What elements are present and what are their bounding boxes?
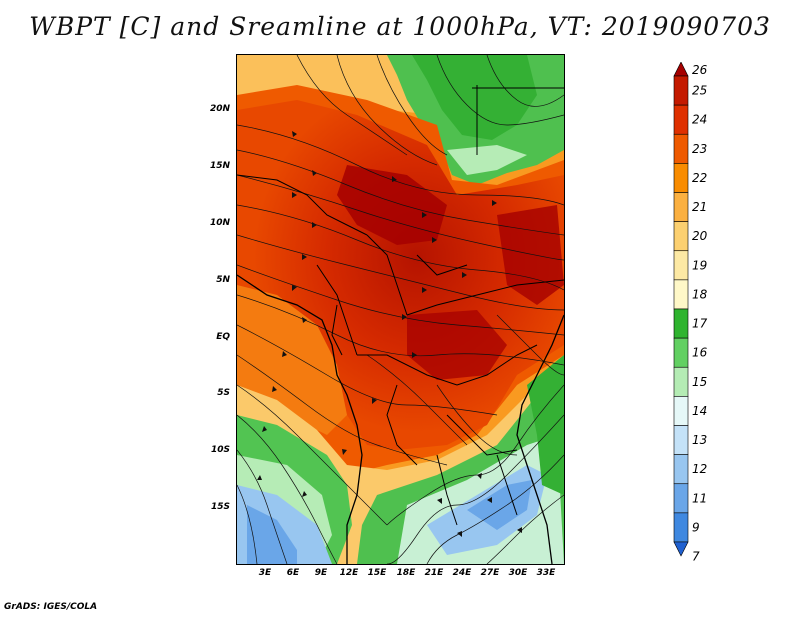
- lon-label-9e: 9E: [314, 568, 328, 578]
- field-se-coast-green: [527, 355, 564, 495]
- field-sw-blue-dark: [247, 505, 297, 564]
- colorbar-swatch: [673, 454, 689, 485]
- map-panel: [236, 54, 565, 565]
- colorbar-swatch: [673, 133, 689, 164]
- lat-label-eq: EQ: [216, 332, 230, 342]
- colorbar-swatch: [673, 75, 689, 106]
- colorbar-swatch: [673, 104, 689, 135]
- colorbar-label: 11: [692, 491, 707, 505]
- colorbar-label: 25: [692, 84, 707, 98]
- colorbar-swatch: [673, 483, 689, 514]
- streamline-arrows: [257, 131, 522, 537]
- field-core-3: [407, 310, 507, 380]
- colorbar-swatch: [673, 163, 689, 193]
- colorbar-label: 21: [692, 200, 707, 214]
- colorbar-label: 14: [692, 404, 707, 418]
- lat-label-5s: 5S: [217, 388, 230, 398]
- colorbar-swatch: [673, 425, 689, 455]
- colorbar-swatch: [673, 192, 689, 222]
- lon-label-24e: 24E: [452, 568, 472, 578]
- lon-label-6e: 6E: [286, 568, 300, 578]
- colorbar-swatch: [673, 541, 689, 557]
- colorbar-label: 22: [692, 171, 707, 185]
- colorbar-label: 15: [692, 375, 707, 389]
- colorbar-label: 7: [692, 550, 700, 562]
- figure-title: WBPT [C] and Sreamline at 1000hPa, VT: 2…: [29, 12, 771, 41]
- field-se-blue-dark: [467, 480, 532, 530]
- lat-label-10s: 10S: [210, 445, 230, 455]
- lon-label-12e: 12E: [339, 568, 359, 578]
- colorbar-swatch: [673, 221, 689, 252]
- lat-label-20n: 20N: [209, 104, 230, 114]
- grads-credit: GrADS: IGES/COLA: [4, 602, 98, 612]
- field-ne-light: [447, 145, 527, 175]
- wbpt-field-map: [237, 55, 564, 564]
- colorbar-label: 23: [692, 142, 707, 156]
- lat-label-5n: 5N: [216, 275, 230, 285]
- lon-label-18e: 18E: [396, 568, 416, 578]
- field-ne-green-dark: [412, 55, 537, 140]
- colorbar-label: 17: [692, 317, 708, 331]
- field-core-1: [337, 165, 447, 245]
- colorbar-label: 9: [692, 520, 700, 534]
- country-borders: [237, 85, 564, 526]
- lon-label-15e: 15E: [367, 568, 387, 578]
- lon-label-21e: 21E: [424, 568, 444, 578]
- west-coastline: [237, 274, 363, 564]
- colorbar-swatch: [673, 62, 689, 77]
- colorbar-swatch: [673, 250, 689, 281]
- colorbar-svg: 26 25 24 23 22 21 20 19 18 17 16 15 14 13 12 11 9 7: [673, 62, 708, 562]
- colorbar-swatch: [673, 279, 689, 310]
- east-coastline: [516, 314, 564, 564]
- lon-label-33e: 33E: [536, 568, 556, 578]
- colorbar-swatch: [673, 396, 689, 426]
- lat-label-10n: 10N: [209, 218, 230, 228]
- colorbar-label: 18: [692, 287, 708, 301]
- colorbar-swatch: [673, 512, 689, 543]
- lat-label-15s: 15S: [210, 502, 230, 512]
- colorbar: 26 25 24 23 22 21 20 19 18 17 16 15 14 13 12 11 9 7: [672, 62, 732, 562]
- colorbar-swatch: [673, 366, 689, 397]
- lon-label-27e: 27E: [480, 568, 500, 578]
- streamlines: [237, 55, 564, 564]
- colorbar-label: 16: [692, 346, 708, 360]
- lon-label-30e: 30E: [508, 568, 528, 578]
- colorbar-swatch: [673, 337, 689, 368]
- lon-label-3e: 3E: [258, 568, 272, 578]
- colorbar-label: 26: [692, 63, 708, 77]
- lat-label-15n: 15N: [209, 161, 230, 171]
- colorbar-label: 13: [692, 433, 707, 447]
- colorbar-label: 19: [692, 258, 707, 272]
- field-core-2: [497, 205, 564, 305]
- colorbar-swatch: [673, 308, 689, 339]
- colorbar-label: 12: [692, 462, 707, 476]
- colorbar-label: 20: [692, 229, 708, 243]
- colorbar-label: 24: [692, 113, 707, 127]
